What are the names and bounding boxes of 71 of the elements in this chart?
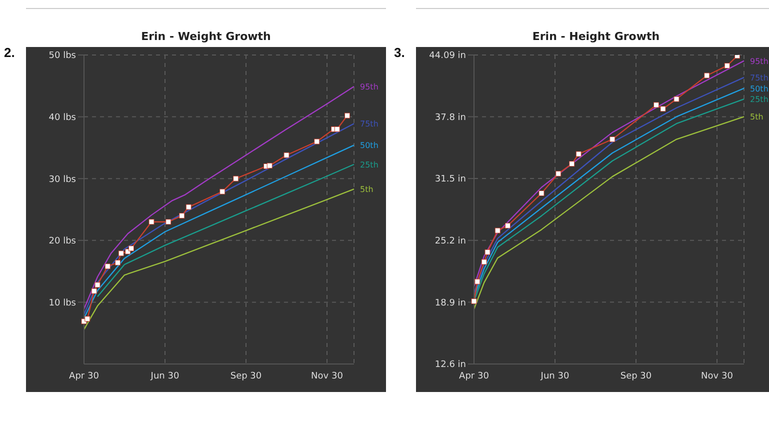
point (576, 151, 582, 157)
x-tick-label: Nov 30 (701, 371, 734, 382)
chart-title: Erin - Height Growth (531, 29, 661, 45)
x-tick-label: Nov 30 (311, 371, 344, 382)
point (233, 176, 239, 182)
point (91, 288, 97, 294)
x-tick-label: Sep 30 (620, 371, 652, 382)
point (474, 278, 480, 284)
series-label: 95th (750, 56, 768, 66)
point (94, 282, 100, 288)
series-label: 5th (360, 185, 374, 194)
y-tick-label: 12.6 in (434, 360, 466, 370)
x-tick-label: Jun 30 (150, 371, 180, 382)
series-label: 75th (750, 73, 768, 82)
text: 3. (394, 45, 405, 60)
point (104, 264, 110, 270)
point (556, 170, 562, 176)
point (734, 55, 740, 59)
point (494, 228, 500, 234)
point (481, 259, 487, 265)
point (484, 249, 490, 255)
x-tick-label: Apr 30 (459, 371, 490, 382)
series-label: 75th (360, 120, 378, 129)
line-series (83, 188, 355, 330)
point (314, 138, 320, 144)
series-label: 50th (750, 84, 768, 94)
point (344, 112, 350, 118)
point (284, 152, 290, 158)
x-tick-label: Sep 30 (230, 371, 262, 382)
point (266, 162, 272, 168)
y-tick-label: 31.5 in (434, 174, 466, 185)
y-tick-label: 44.09 in (429, 51, 466, 62)
point (179, 212, 185, 218)
point (660, 106, 666, 112)
line-series (96, 164, 355, 298)
point (186, 204, 192, 210)
y-tick-label: 50 lbs (48, 51, 76, 62)
point (118, 250, 124, 256)
y-tick-label: 10 lbs (48, 298, 76, 308)
y-tick-label: 30 lbs (48, 174, 76, 185)
y-tick-label: 20 lbs (48, 236, 76, 247)
point (128, 246, 134, 252)
point (505, 222, 510, 228)
line-series (83, 86, 355, 310)
series-label: 5th (750, 112, 764, 122)
point (84, 316, 90, 322)
point (724, 62, 730, 68)
point (654, 102, 659, 108)
series-label: 95th (360, 82, 378, 92)
series-label: 50th (360, 141, 378, 150)
point (148, 219, 154, 225)
y-tick-label: 37.8 in (434, 112, 466, 123)
series-label: 25th (750, 95, 768, 104)
point (704, 72, 710, 78)
text: 2. (4, 45, 15, 60)
chart-title: Erin - Weight Growth (140, 29, 272, 45)
x-tick-label: Apr 30 (69, 371, 100, 382)
point (538, 190, 544, 196)
y-tick-label: 25.2 in (434, 236, 466, 247)
y-tick-label: 18.9 in (434, 298, 466, 308)
point (166, 219, 172, 225)
y-tick-label: 40 lbs (48, 112, 76, 123)
point (220, 188, 226, 194)
x-tick-label: Jun 30 (540, 371, 570, 382)
point (674, 96, 680, 102)
point (569, 161, 575, 167)
series-label: 25th (360, 160, 378, 170)
point (334, 126, 340, 132)
point (115, 260, 120, 266)
point (471, 298, 477, 304)
point (610, 136, 616, 142)
